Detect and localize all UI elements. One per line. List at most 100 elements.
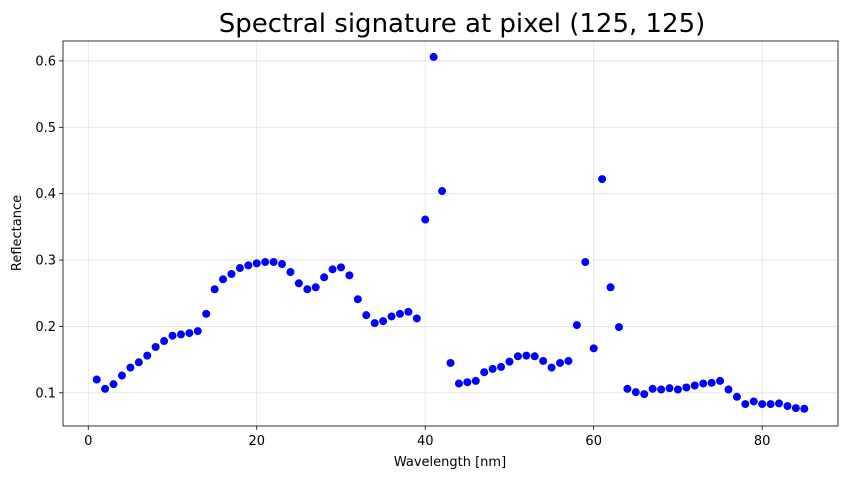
data-point <box>497 362 506 371</box>
data-point <box>235 264 244 273</box>
data-point <box>800 404 809 413</box>
data-point <box>252 259 261 268</box>
data-point <box>758 400 767 409</box>
data-point <box>286 268 295 276</box>
data-point <box>219 275 228 284</box>
data-point <box>631 388 640 397</box>
data-point <box>539 356 548 365</box>
data-point <box>564 356 573 365</box>
data-point <box>395 309 404 318</box>
data-point <box>244 261 253 270</box>
y-tick-label: 0.6 <box>35 54 56 69</box>
data-point <box>657 385 666 394</box>
data-point <box>126 363 135 372</box>
y-tick-label: 0.5 <box>35 121 56 136</box>
data-point <box>387 312 396 321</box>
data-point <box>791 404 800 413</box>
data-point <box>530 352 539 361</box>
data-point <box>598 175 607 184</box>
data-point <box>732 392 741 401</box>
data-point <box>766 400 775 409</box>
x-axis: 0 20 40 60 80 <box>84 426 770 449</box>
x-tick-label: 60 <box>585 434 602 449</box>
data-point <box>488 364 497 373</box>
data-point <box>269 258 278 267</box>
data-point <box>556 358 565 367</box>
data-point <box>168 331 177 340</box>
data-point <box>446 358 455 367</box>
grid <box>63 41 838 426</box>
data-point <box>471 376 480 385</box>
data-point <box>362 311 371 320</box>
data-point <box>682 383 691 392</box>
data-point <box>572 321 581 330</box>
x-tick-label: 20 <box>248 434 265 449</box>
data-point <box>185 329 194 338</box>
data-point <box>345 271 354 280</box>
data-point <box>749 397 758 406</box>
data-point <box>707 378 716 387</box>
data-point <box>775 399 784 408</box>
y-tick-label: 0.1 <box>35 386 56 401</box>
data-point <box>673 385 682 394</box>
data-point <box>648 384 657 393</box>
x-tick-label: 0 <box>84 434 92 449</box>
data-point <box>109 380 118 389</box>
data-point <box>379 317 388 326</box>
y-axis: 0.1 0.2 0.3 0.4 0.5 0.6 <box>35 54 63 401</box>
data-point <box>463 378 472 387</box>
chart-title: Spectral signature at pixel (125, 125) <box>219 9 706 39</box>
y-axis-label: Reflectance <box>10 195 25 271</box>
data-point <box>480 368 489 377</box>
data-point <box>303 285 312 294</box>
data-point <box>438 187 447 196</box>
y-tick-label: 0.2 <box>35 320 56 335</box>
data-point <box>202 309 211 318</box>
data-point <box>227 269 236 278</box>
data-point <box>92 375 101 384</box>
data-point <box>328 265 337 274</box>
data-point <box>336 263 345 272</box>
data-point <box>606 283 615 292</box>
data-point <box>513 352 522 361</box>
data-point <box>278 260 287 269</box>
data-point <box>581 258 590 267</box>
data-point <box>522 351 531 360</box>
data-point <box>404 307 413 316</box>
data-points <box>92 52 809 413</box>
data-point <box>101 384 110 393</box>
data-point <box>370 319 379 328</box>
y-tick-label: 0.3 <box>35 254 56 269</box>
x-axis-label: Wavelength [nm] <box>394 455 506 470</box>
y-tick-label: 0.4 <box>35 187 56 202</box>
plot-frame <box>62 40 839 427</box>
data-point <box>783 402 792 411</box>
data-point <box>143 351 152 360</box>
data-point <box>724 385 733 394</box>
data-point <box>640 390 649 399</box>
data-point <box>311 283 320 292</box>
data-point <box>294 279 303 288</box>
data-point <box>429 52 438 61</box>
data-point <box>589 344 598 353</box>
data-point <box>210 285 219 294</box>
data-point <box>160 337 169 346</box>
data-point <box>151 343 160 352</box>
data-point <box>690 381 699 390</box>
data-point <box>421 215 430 224</box>
data-point <box>665 384 674 393</box>
data-point <box>716 376 725 385</box>
x-tick-label: 40 <box>417 434 434 449</box>
data-point <box>117 371 126 380</box>
data-point <box>505 357 514 366</box>
data-point <box>454 379 463 388</box>
data-point <box>741 400 750 409</box>
data-point <box>320 273 329 282</box>
x-tick-label: 80 <box>754 434 771 449</box>
data-point <box>261 258 270 267</box>
data-point <box>412 314 421 323</box>
data-point <box>193 327 202 336</box>
data-point <box>614 323 623 332</box>
data-point <box>547 363 556 372</box>
